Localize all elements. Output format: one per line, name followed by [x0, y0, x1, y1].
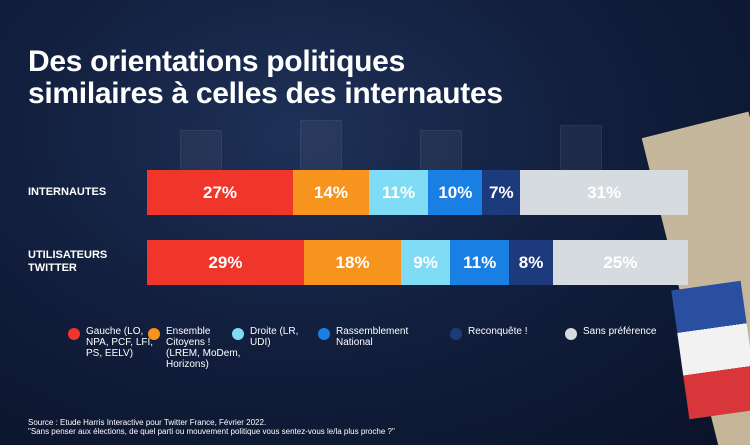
- source: Source : Etude Harris Interactive pour T…: [28, 418, 267, 427]
- legend-swatch: [318, 328, 330, 340]
- bar-segment: 11%: [449, 240, 510, 285]
- legend-item: Ensemble Citoyens ! (LREM, MoDem, Horizo…: [148, 326, 241, 370]
- value-label: 11%: [463, 252, 497, 272]
- value-label: 18%: [335, 252, 370, 272]
- value-label: 25%: [603, 252, 638, 272]
- legend-label: Rassemblement National: [336, 326, 409, 348]
- bar-segment: 14%: [293, 170, 369, 215]
- bar-segment: 10%: [428, 170, 483, 215]
- chart-title: Des orientations politiques similaires à…: [28, 46, 503, 110]
- bar-segment: 29%: [147, 240, 304, 285]
- title-line: similaires à celles des internautes: [28, 77, 503, 110]
- bar-segment: 31%: [520, 170, 688, 215]
- bar-segment: 25%: [552, 240, 688, 285]
- value-label: 10%: [438, 182, 473, 202]
- legend-label: Gauche (LO, NPA, PCF, LFI, PS, EELV): [86, 326, 154, 359]
- value-label: 9%: [413, 252, 438, 272]
- value-label: 31%: [587, 182, 622, 202]
- background-flag: [671, 280, 750, 420]
- bar-segment: 11%: [368, 170, 429, 215]
- value-label: 8%: [518, 252, 544, 272]
- bar-segment: 8%: [509, 240, 553, 285]
- legend-label: Sans préférence: [583, 326, 657, 337]
- value-label: 29%: [208, 252, 243, 272]
- legend-item: Reconquête !: [450, 326, 558, 340]
- legend-label: Ensemble Citoyens ! (LREM, MoDem, Horizo…: [166, 326, 241, 370]
- legend-item: Droite (LR, UDI): [232, 326, 320, 348]
- legend-swatch: [232, 328, 244, 340]
- bar-row: 29% 18% 9% 11% 8% 25%: [147, 240, 688, 285]
- legend-item: Sans préférence: [565, 326, 663, 340]
- note: "Sans penser aux élections, de quel part…: [28, 427, 395, 436]
- legend-item: Gauche (LO, NPA, PCF, LFI, PS, EELV): [68, 326, 156, 359]
- legend-item: Rassemblement National: [318, 326, 436, 348]
- category-label: INTERNAUTES: [28, 185, 107, 198]
- value-label: 11%: [382, 182, 416, 202]
- bar-segment: 27%: [147, 170, 294, 215]
- legend-swatch: [565, 328, 577, 340]
- value-label: 7%: [489, 182, 514, 202]
- category-label: UTILISATEURS TWITTER: [28, 249, 108, 274]
- legend-swatch: [450, 328, 462, 340]
- bar-segment: 18%: [303, 240, 402, 285]
- title-line: Des orientations politiques: [28, 45, 405, 78]
- value-label: 27%: [203, 182, 238, 202]
- legend-label: Reconquête !: [468, 326, 528, 337]
- legend-label: Droite (LR, UDI): [250, 326, 299, 348]
- value-label: 14%: [313, 182, 348, 202]
- bar-segment: 9%: [401, 240, 450, 285]
- bar-segment: 7%: [482, 170, 521, 215]
- legend-swatch: [68, 328, 80, 340]
- bar-row: 27% 14% 11% 10% 7% 31%: [147, 170, 688, 215]
- legend-swatch: [148, 328, 160, 340]
